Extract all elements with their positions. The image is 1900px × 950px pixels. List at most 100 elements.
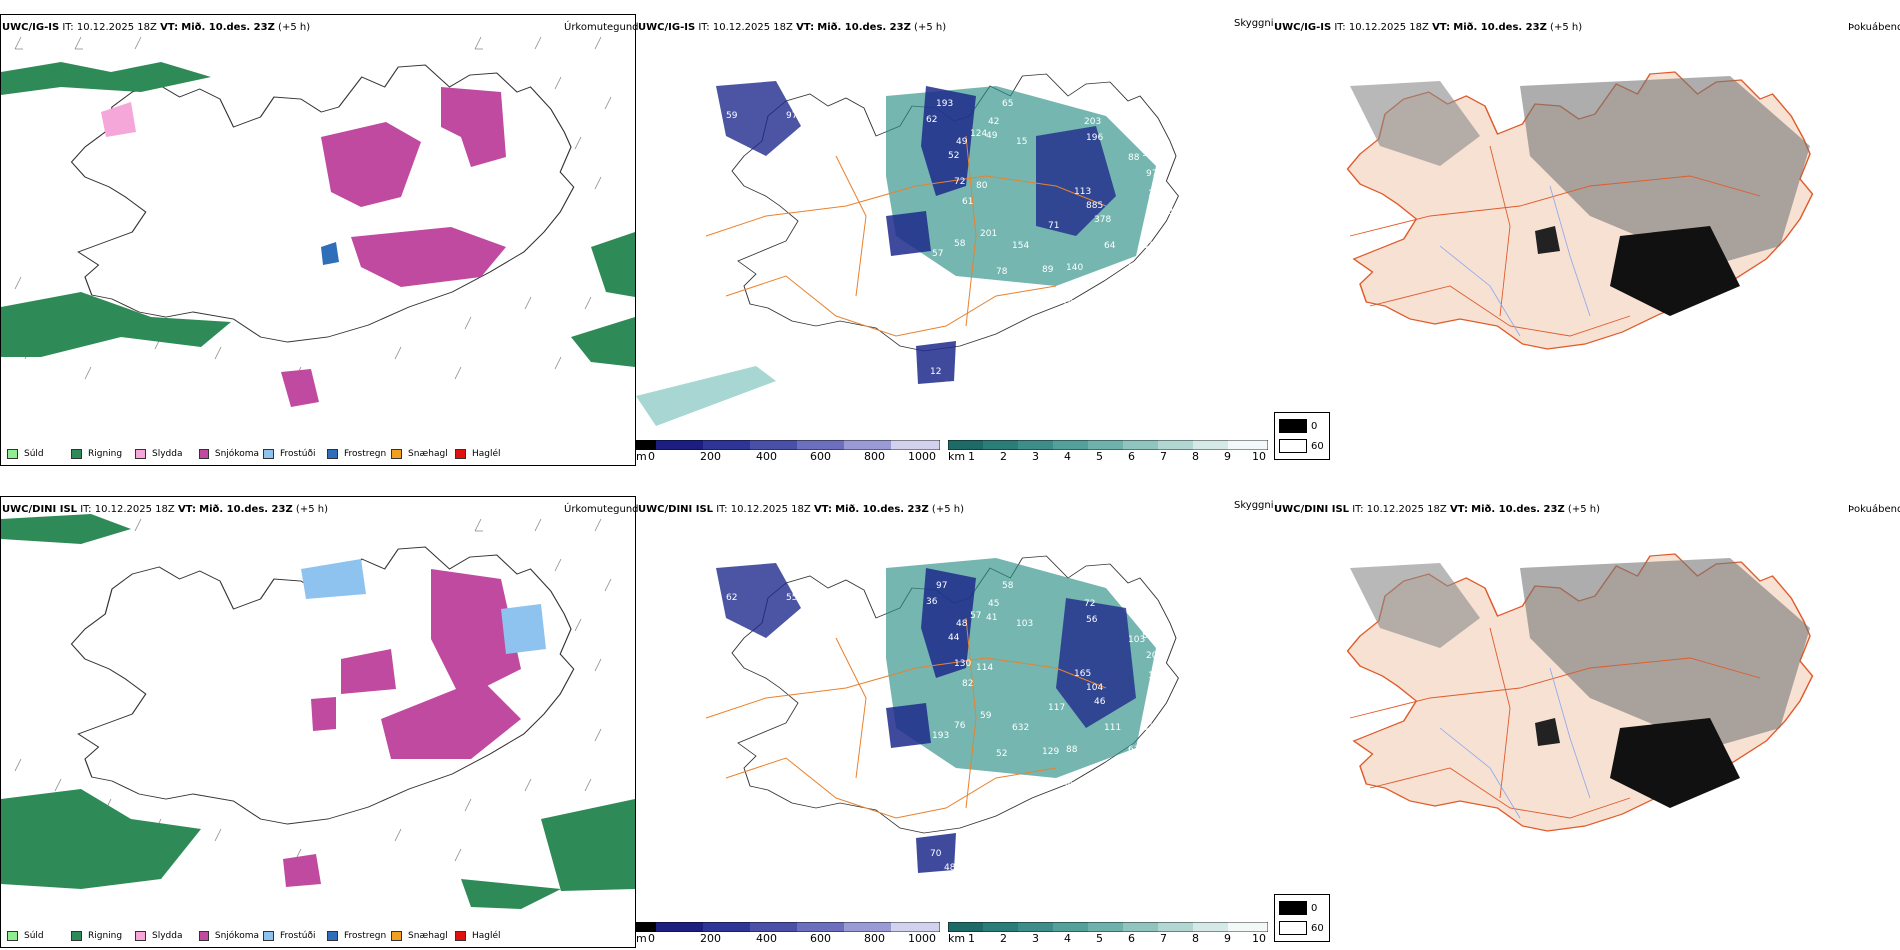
cloud-number-label: 114 (976, 663, 993, 673)
cloud-number-label: 70 (930, 849, 942, 859)
legend-swatch (199, 931, 209, 941)
legend-item: Slydda (131, 929, 195, 943)
cloud-number-label: 59 (1186, 161, 1198, 171)
cloud-number-label: 78 (996, 267, 1008, 277)
cloud-number-label: 165 (1074, 669, 1091, 679)
cloud-number-label: 202 (1146, 651, 1163, 661)
cloud-dark-area (921, 568, 976, 678)
cloud-number-label: 193 (936, 99, 953, 109)
cloud-number-label: 15 (1016, 137, 1027, 147)
cloud-number-label: 91 (944, 395, 955, 405)
road-network (705, 135, 1107, 337)
legend-label: Haglél (472, 931, 501, 941)
cloud-number-label: 52 (996, 749, 1007, 759)
cloud-number-label: 103 (736, 67, 753, 77)
cloud-number-label: 130 (954, 659, 971, 669)
height-colorbar: m 0 200 400 600 800 1000 (636, 922, 940, 945)
fog-gray-area (1520, 558, 1810, 748)
cloud-number-label: 64 (1104, 241, 1116, 251)
cloud-number-label: 57 (970, 611, 981, 621)
legend-swatch (199, 449, 209, 459)
row-1: Súld Rigning Slydda Snjókoma Frostúði Frostre… (0, 0, 1900, 470)
legend-swatch (327, 449, 338, 459)
cloud-colorbar: km 1 2 3 4 5 6 7 8 9 10 (948, 922, 1268, 945)
cloud-number-label: 65 (1002, 99, 1013, 109)
legend-swatch (71, 449, 82, 459)
cloud-dark-area (916, 341, 956, 384)
legend-swatch (327, 931, 338, 941)
cloud-number-label: 108 (1141, 117, 1158, 127)
legend-swatch (455, 449, 466, 459)
cloud-number-label: 44 (766, 67, 778, 77)
rain-area (1, 402, 635, 432)
legend-swatch (455, 931, 466, 941)
cloud-number-label: 62 (726, 593, 737, 603)
legend-swatch (135, 449, 146, 459)
rain-area (1, 789, 201, 889)
cloud-number-label: 97 (936, 581, 947, 591)
legend-swatch (7, 449, 18, 459)
legend-label: Frostúði (280, 931, 316, 941)
legend-item: Snæhagl (387, 929, 451, 943)
legend-swatch (391, 931, 402, 941)
snow-area (281, 369, 319, 407)
fog-swatch-0 (1279, 419, 1307, 433)
cloud-number-label: 52 (948, 151, 959, 161)
cloud-number-label: 89 (1042, 265, 1054, 275)
cloud-number-label: 96 (736, 549, 748, 559)
legend-label: Frostregn (344, 449, 387, 459)
fog-dark-area (1535, 226, 1560, 254)
cloud-number-label: 99 (746, 51, 758, 61)
snow-area (431, 569, 521, 699)
precip-legend: Súld Rigning Slydda Snjókoma Frostúði Frostre… (3, 929, 515, 943)
cloud-number-label: 71 (1048, 221, 1059, 231)
rain-area (461, 879, 561, 909)
cloud-dark-area (716, 81, 801, 156)
cloud-number-label: 113 (1148, 189, 1165, 199)
cloud-number-label: 134 (1144, 723, 1161, 733)
snow-area (341, 649, 396, 694)
cloud-number-label: 61 (962, 197, 973, 207)
cloud-number-label: 63 (1066, 331, 1077, 341)
cloud-number-label: 58 (1002, 581, 1014, 591)
rain-area (541, 799, 635, 891)
cloud-number-label: 378 (1094, 215, 1111, 225)
fog-title: UWC/IG-IS IT: 10.12.2025 18Z VT: Mið. 10… (1274, 22, 1583, 33)
fog-name: Þokuábendi (1848, 22, 1900, 33)
cloud-number-label: 154 (1012, 241, 1029, 251)
cloud-number-label: 113 (1074, 187, 1091, 197)
cloud-number-label: 217 (1141, 599, 1158, 609)
fog-swatch-0 (1279, 901, 1307, 915)
cloud-number-label: 102 (1186, 643, 1203, 653)
legend-swatch (135, 931, 146, 941)
fog-rivers (1439, 667, 1591, 819)
legend-item: Frostúði (259, 447, 323, 461)
cloud-name: Skyggni (1234, 500, 1274, 511)
cloud-dark-area (921, 86, 976, 196)
cloud-number-label: 50 (1062, 781, 1074, 791)
cloud-dark-area (1056, 598, 1136, 728)
rain-area (1, 292, 231, 357)
legend-swatch (263, 449, 274, 459)
cloud-number-label: 104 (1086, 683, 1103, 693)
legend-label: Slydda (152, 449, 183, 459)
fog-legend: 0 60 (1274, 894, 1330, 942)
cloud-number-label: 129 (1042, 747, 1059, 757)
legend-item: Súld (3, 447, 67, 461)
frostdrizzle-area (501, 604, 546, 654)
precip-panel: Súld Rigning Slydda Snjókoma Frostúði Frostre… (0, 496, 636, 948)
legend-item: Snjókoma (195, 447, 259, 461)
cloud-number-label: 93 (1142, 149, 1153, 159)
cloud-number-label: 57 (932, 249, 943, 259)
legend-item: Haglél (451, 447, 515, 461)
frostdrizzle-area (301, 559, 366, 599)
cloud-number-label: 55 (786, 593, 797, 603)
cloud-number-label: 51 (944, 877, 955, 887)
cloud-number-label: 80 (976, 181, 988, 191)
cloud-number-label: 113 (1156, 207, 1173, 217)
cloud-dark-area (916, 833, 956, 873)
legend-label: Súld (24, 931, 44, 941)
